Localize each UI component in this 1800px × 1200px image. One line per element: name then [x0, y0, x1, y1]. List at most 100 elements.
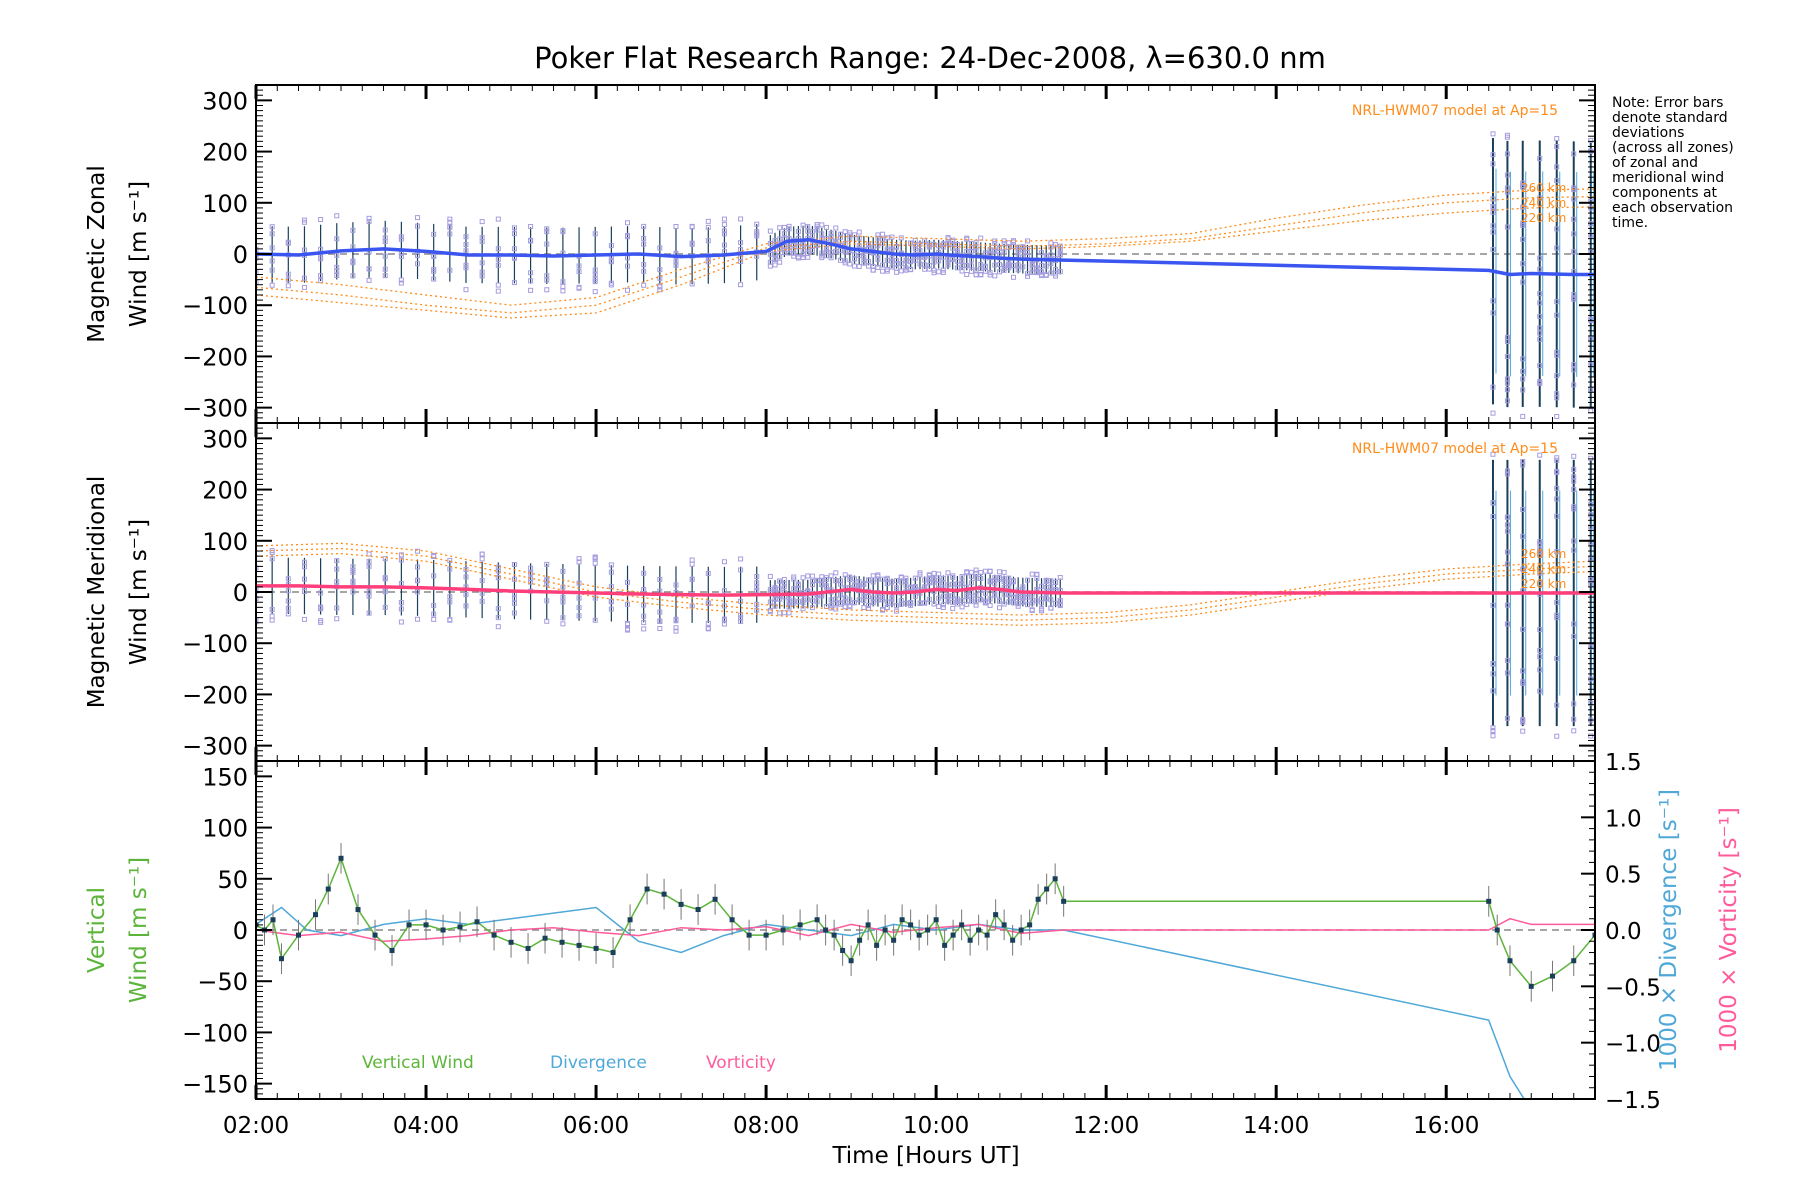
zone-sample — [833, 225, 839, 231]
zone-sample — [447, 216, 453, 222]
model-line — [256, 188, 1595, 306]
zone-sample — [1537, 647, 1543, 653]
zone-sample — [973, 267, 979, 273]
model-label: NRL-HWM07 model at Ap=15 — [1352, 441, 1558, 457]
zone-sample — [1504, 354, 1510, 360]
zone-sample — [898, 260, 904, 266]
zone-sample — [495, 282, 501, 288]
note-line: deviations — [1612, 125, 1685, 141]
zone-sample — [964, 236, 970, 242]
zone-sample — [889, 234, 895, 240]
zone-sample — [1554, 513, 1560, 519]
zone-sample — [945, 582, 951, 588]
zone-sample — [1520, 506, 1526, 512]
zone-sample — [1039, 596, 1045, 602]
legend-entry: Divergence — [550, 1053, 647, 1073]
zone-sample — [382, 556, 388, 562]
zone-sample — [795, 581, 801, 587]
vertical-wind-point — [831, 932, 837, 938]
zone-sample — [350, 258, 356, 264]
model-label: NRL-HWM07 model at Ap=15 — [1352, 103, 1558, 119]
zone-sample — [1537, 156, 1543, 162]
zone-sample — [1490, 410, 1496, 416]
zone-sample — [940, 267, 946, 273]
zone-sample — [968, 590, 974, 596]
zone-sample — [973, 570, 979, 576]
vertical-wind-point — [857, 937, 863, 943]
x-tick-label: 12:00 — [1073, 1113, 1139, 1139]
zone-sample — [861, 260, 867, 266]
zone-sample — [917, 261, 923, 267]
zone-sample — [936, 603, 942, 609]
y2-tick-label: 1.5 — [1605, 750, 1642, 776]
zone-sample — [912, 237, 918, 243]
zone-sample — [511, 280, 517, 286]
zone-sample — [856, 235, 862, 241]
zone-sample — [777, 225, 783, 231]
zone-sample — [625, 627, 631, 633]
zone-sample — [1034, 265, 1040, 271]
zone-sample — [791, 598, 797, 604]
zone-sample — [1520, 387, 1526, 393]
zone-sample — [318, 273, 324, 279]
zone-sample — [823, 247, 829, 253]
zone-sample — [926, 266, 932, 272]
zone-sample — [837, 601, 843, 607]
zone-sample — [641, 223, 647, 229]
zone-sample — [1554, 702, 1560, 708]
zone-sample — [256, 586, 259, 592]
zone-sample — [880, 262, 886, 268]
zone-sample — [1571, 292, 1577, 298]
zone-sample — [833, 248, 839, 254]
zone-sample — [809, 247, 815, 253]
zone-sample — [950, 593, 956, 599]
vertical-wind-point — [1494, 927, 1500, 933]
zone-sample — [1537, 539, 1543, 545]
zone-sample — [828, 605, 834, 611]
zone-sample — [772, 251, 778, 257]
zone-sample — [382, 253, 388, 259]
zone-sample — [875, 243, 881, 249]
zone-sample — [898, 597, 904, 603]
zone-sample — [1001, 601, 1007, 607]
zone-sample — [1504, 528, 1510, 534]
zone-sample — [495, 606, 501, 612]
zone-sample — [511, 600, 517, 606]
note-line: time. — [1612, 215, 1649, 231]
zone-sample — [903, 600, 909, 606]
vertical-wind-point — [474, 919, 480, 925]
zone-sample — [870, 244, 876, 250]
zone-sample — [809, 598, 815, 604]
zone-sample — [1537, 452, 1543, 458]
zone-sample — [479, 269, 485, 275]
zone-sample — [511, 231, 517, 237]
zone-sample — [1048, 270, 1054, 276]
zone-sample — [431, 573, 437, 579]
zone-sample — [1554, 395, 1560, 401]
zone-sample — [256, 247, 259, 253]
zone-sample — [866, 259, 872, 265]
zone-sample — [479, 219, 485, 225]
zone-sample — [447, 594, 453, 600]
zone-sample — [1504, 561, 1510, 567]
zone-sample — [800, 600, 806, 606]
zone-sample — [781, 231, 787, 237]
y-tick-label: −100 — [182, 1019, 248, 1047]
zone-sample — [1025, 577, 1031, 583]
zone-sample — [301, 217, 307, 223]
zone-sample — [1043, 263, 1049, 269]
zone-sample — [463, 234, 469, 240]
zone-sample — [898, 268, 904, 274]
zone-sample — [786, 250, 792, 256]
zone-sample — [1537, 552, 1543, 558]
zone-sample — [842, 604, 848, 610]
zone-sample — [1490, 727, 1496, 733]
zone-sample — [1537, 580, 1543, 586]
zone-sample — [1029, 266, 1035, 272]
zone-sample — [641, 241, 647, 247]
zone-sample — [350, 227, 356, 233]
zone-sample — [334, 268, 340, 274]
zone-sample — [777, 586, 783, 592]
zone-sample — [819, 574, 825, 580]
zone-sample — [1504, 334, 1510, 340]
